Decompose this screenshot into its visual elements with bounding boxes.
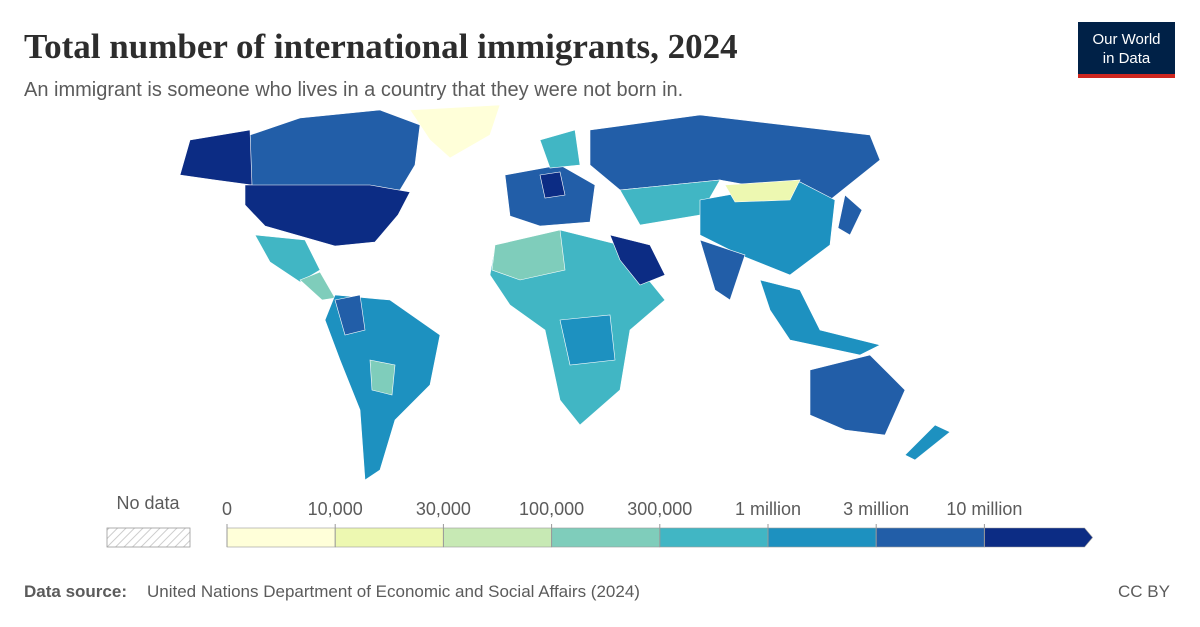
country — [179, 129, 253, 186]
legend: No data 0 10,000 30,000 100,000 300,000 1 mil… — [106, 493, 1093, 548]
legend-label: 0 — [222, 499, 232, 519]
legend-swatch — [659, 527, 769, 548]
legend-label: 1 million — [735, 499, 801, 519]
logo-box — [1078, 22, 1175, 74]
no-data-swatch — [106, 527, 191, 548]
legend-label: 100,000 — [519, 499, 584, 519]
country — [539, 129, 581, 169]
country — [837, 194, 863, 236]
legend-label: 10,000 — [308, 499, 363, 519]
country — [904, 424, 951, 461]
title: Total number of international immigrants… — [24, 27, 738, 66]
country — [609, 234, 666, 286]
country — [334, 294, 366, 336]
country — [254, 234, 321, 283]
legend-label: 10 million — [946, 499, 1022, 519]
country — [559, 314, 616, 366]
legend-label: 30,000 — [416, 499, 471, 519]
country — [539, 171, 566, 199]
source: United Nations Department of Economic an… — [147, 582, 640, 601]
logo-text: in Data — [1103, 50, 1151, 67]
source-label: Data source: — [24, 582, 127, 601]
legend-swatch — [767, 527, 877, 548]
country — [369, 359, 396, 396]
legend-swatch — [443, 527, 552, 548]
subtitle: An immigrant is someone who lives in a c… — [24, 79, 683, 101]
legend-label: 3 million — [843, 499, 909, 519]
country — [249, 109, 421, 191]
country — [491, 229, 566, 281]
legend-label: 300,000 — [627, 499, 692, 519]
logo-text: Our World — [1092, 31, 1160, 48]
license: CC BY — [1118, 582, 1170, 601]
legend-swatch — [334, 527, 444, 548]
legend-swatch — [984, 527, 1093, 548]
legend-swatch — [551, 527, 661, 548]
country — [724, 179, 801, 203]
country — [759, 279, 881, 356]
legend-label: No data — [116, 493, 180, 513]
world-map — [179, 104, 951, 481]
legend-swatch — [226, 527, 336, 548]
country — [409, 104, 501, 159]
country — [244, 184, 411, 247]
logo-bar — [1078, 74, 1175, 78]
legend-swatch — [875, 527, 985, 548]
country — [699, 239, 746, 301]
country — [809, 354, 906, 436]
